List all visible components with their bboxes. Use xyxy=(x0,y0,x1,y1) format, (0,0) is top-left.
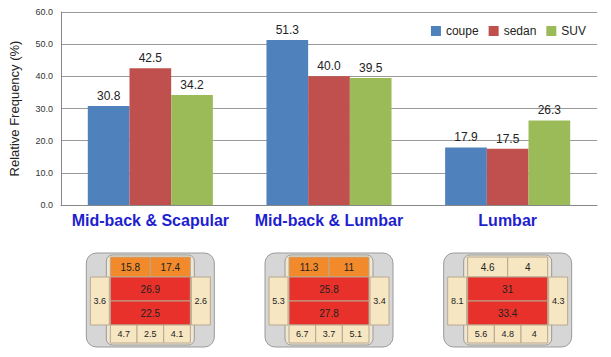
svg-text:20.0: 20.0 xyxy=(35,136,53,146)
svg-text:34.2: 34.2 xyxy=(180,78,204,92)
svg-text:8.1: 8.1 xyxy=(451,296,464,306)
svg-text:4.3: 4.3 xyxy=(552,296,565,306)
svg-text:33.4: 33.4 xyxy=(498,308,518,319)
svg-text:17.5: 17.5 xyxy=(496,132,520,146)
svg-text:30.0: 30.0 xyxy=(35,104,53,114)
svg-text:3.6: 3.6 xyxy=(94,296,107,306)
svg-text:4: 4 xyxy=(532,329,537,339)
svg-text:40.0: 40.0 xyxy=(317,59,341,73)
svg-text:coupe: coupe xyxy=(446,24,479,38)
svg-text:17.4: 17.4 xyxy=(161,262,181,273)
svg-text:5.3: 5.3 xyxy=(272,296,285,306)
svg-text:10.0: 10.0 xyxy=(35,168,53,178)
svg-text:3.4: 3.4 xyxy=(373,296,386,306)
svg-text:39.5: 39.5 xyxy=(359,61,383,75)
svg-text:6.7: 6.7 xyxy=(296,329,309,339)
svg-text:51.3: 51.3 xyxy=(276,23,300,37)
svg-text:4.7: 4.7 xyxy=(117,329,130,339)
svg-text:4.6: 4.6 xyxy=(481,262,495,273)
svg-text:2.5: 2.5 xyxy=(144,329,157,339)
svg-text:4: 4 xyxy=(525,262,531,273)
svg-text:17.9: 17.9 xyxy=(454,130,478,144)
svg-text:15.8: 15.8 xyxy=(121,262,141,273)
svg-text:4.8: 4.8 xyxy=(501,329,514,339)
svg-text:Lumbar: Lumbar xyxy=(478,212,537,229)
svg-text:11.3: 11.3 xyxy=(300,262,319,273)
svg-text:25.8: 25.8 xyxy=(319,284,339,295)
svg-text:0.0: 0.0 xyxy=(40,200,53,210)
svg-text:50.0: 50.0 xyxy=(35,39,53,49)
svg-text:2.6: 2.6 xyxy=(195,296,208,306)
svg-text:Relative Frequency (%): Relative Frequency (%) xyxy=(7,41,22,177)
svg-text:5.1: 5.1 xyxy=(349,329,362,339)
svg-text:30.8: 30.8 xyxy=(97,89,121,103)
svg-text:5.6: 5.6 xyxy=(475,329,488,339)
svg-text:26.3: 26.3 xyxy=(538,103,562,117)
svg-text:11: 11 xyxy=(344,262,355,273)
svg-text:Mid-back & Scapular: Mid-back & Scapular xyxy=(72,212,229,229)
svg-text:40.0: 40.0 xyxy=(35,71,53,81)
svg-text:31: 31 xyxy=(502,284,514,295)
svg-text:26.9: 26.9 xyxy=(141,284,161,295)
svg-text:42.5: 42.5 xyxy=(139,51,163,65)
svg-text:22.5: 22.5 xyxy=(141,308,161,319)
svg-text:60.0: 60.0 xyxy=(35,7,53,17)
svg-text:27.8: 27.8 xyxy=(319,308,339,319)
svg-text:Mid-back & Lumbar: Mid-back & Lumbar xyxy=(255,212,403,229)
svg-text:4.1: 4.1 xyxy=(171,329,184,339)
svg-text:SUV: SUV xyxy=(561,24,586,38)
svg-text:sedan: sedan xyxy=(504,24,537,38)
svg-text:3.7: 3.7 xyxy=(323,329,336,339)
